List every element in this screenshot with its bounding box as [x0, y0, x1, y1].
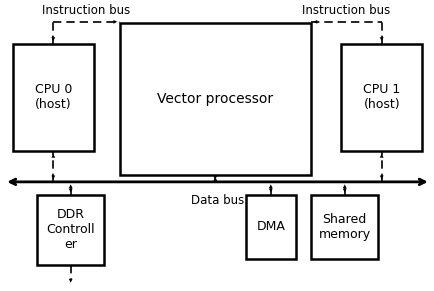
Text: CPU 1
(host): CPU 1 (host) — [362, 84, 399, 111]
Text: Data bus: Data bus — [191, 194, 243, 207]
Text: Vector
Instruction bus: Vector Instruction bus — [302, 0, 390, 17]
Bar — [37, 195, 104, 265]
Bar — [341, 44, 421, 151]
Bar — [245, 195, 295, 259]
Bar — [119, 23, 310, 175]
Text: CPU 0
(host): CPU 0 (host) — [35, 84, 72, 111]
Text: Vector processor: Vector processor — [157, 92, 273, 106]
Text: Shared
memory: Shared memory — [318, 213, 370, 241]
Bar — [310, 195, 378, 259]
Bar — [13, 44, 93, 151]
Text: DDR
Controll
er: DDR Controll er — [46, 208, 95, 251]
Text: DMA: DMA — [256, 221, 285, 233]
Text: Vector
Instruction bus: Vector Instruction bus — [42, 0, 130, 17]
